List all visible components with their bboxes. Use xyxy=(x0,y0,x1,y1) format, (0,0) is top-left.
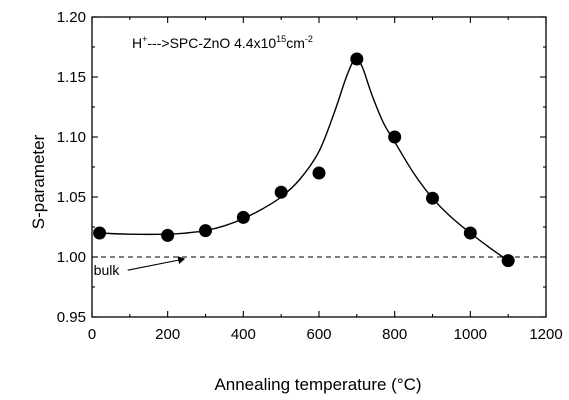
x-tick-label: 200 xyxy=(155,326,180,343)
data-point xyxy=(501,254,515,268)
tick-labels-group: 0 200 400 600 800 1000 1200 0.95 1.00 1.05 1.10 1.1… xyxy=(57,9,563,343)
annotation-unit-exponent: -2 xyxy=(305,34,313,44)
annotation-exponent: 15 xyxy=(276,34,286,44)
annotation-unit: cm xyxy=(286,35,305,51)
x-tick-label: 600 xyxy=(306,326,331,343)
data-point xyxy=(161,228,175,242)
annotation-prefix-sup: + xyxy=(142,34,147,44)
y-tick-label: 1.05 xyxy=(57,189,86,206)
data-point xyxy=(236,210,250,224)
x-tick-label: 0 xyxy=(88,326,96,343)
data-point xyxy=(463,226,477,240)
data-point xyxy=(426,191,439,205)
y-axis-title: S-parameter xyxy=(29,134,48,229)
bulk-label: bulk xyxy=(94,262,121,278)
y-tick-label: 1.00 xyxy=(57,249,86,266)
y-tick-label: 1.15 xyxy=(57,69,86,86)
annotation-prefix: H xyxy=(132,35,142,51)
data-point xyxy=(93,226,107,240)
x-tick-label: 1000 xyxy=(454,326,487,343)
data-point xyxy=(312,166,326,180)
bulk-arrow xyxy=(127,256,186,271)
data-point xyxy=(199,224,212,238)
x-tick-label: 1200 xyxy=(529,326,562,343)
data-points-group xyxy=(93,52,515,268)
data-point xyxy=(350,52,364,66)
fit-curve-group xyxy=(99,57,509,262)
x-axis-title: Annealing temperature (°C) xyxy=(214,375,421,394)
sample-annotation: H+--->SPC-ZnO 4.4x1015cm-2 xyxy=(132,34,313,51)
y-tick-label: 0.95 xyxy=(57,309,86,326)
annotation-arrow: ---> xyxy=(147,35,169,51)
y-tick-label: 1.20 xyxy=(57,9,86,26)
fit-curve xyxy=(99,57,509,262)
data-point xyxy=(388,130,402,144)
x-tick-label: 800 xyxy=(382,326,407,343)
annotation-material: SPC-ZnO 4.4x10 xyxy=(170,35,277,51)
reference-line-group: bulk xyxy=(92,256,546,278)
x-tick-label: 400 xyxy=(231,326,256,343)
y-tick-label: 1.10 xyxy=(57,129,86,146)
data-point xyxy=(274,185,288,199)
axes xyxy=(91,16,547,318)
